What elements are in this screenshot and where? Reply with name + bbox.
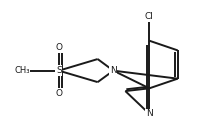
Text: Cl: Cl	[145, 12, 154, 21]
Text: O: O	[55, 43, 62, 52]
Text: O: O	[55, 89, 62, 98]
Text: N: N	[146, 109, 153, 118]
Text: S: S	[56, 66, 62, 75]
Text: CH₃: CH₃	[14, 66, 30, 75]
Text: N: N	[110, 66, 117, 75]
